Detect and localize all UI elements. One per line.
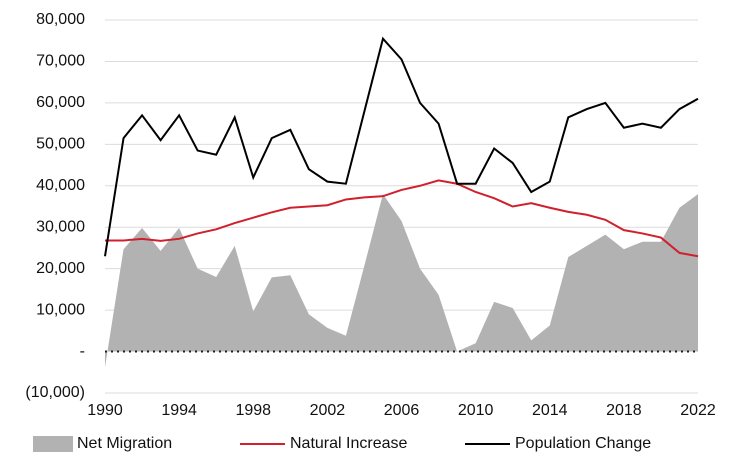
area [105,194,698,368]
x-tick-label: 2014 [532,402,568,419]
y-tick-label: 30,000 [36,218,85,235]
y-tick-label: 70,000 [36,53,85,70]
x-tick-label: 2018 [606,402,642,419]
x-tick-label: 2010 [458,402,494,419]
legend-swatch [33,436,73,452]
y-tick-label: 20,000 [36,260,85,277]
x-tick-label: 1994 [161,402,197,419]
y-tick-label: 40,000 [36,177,85,194]
y-tick-label: 80,000 [36,11,85,28]
line [105,179,699,258]
line [104,36,699,257]
y-tick-label: 10,000 [36,301,85,318]
y-tick-label: 50,000 [36,136,85,153]
y-tick-label: 60,000 [36,94,85,111]
x-tick-label: 1998 [235,402,271,419]
x-tick-label: 2002 [310,402,346,419]
x-tick-label: 2022 [680,402,716,419]
legend-label: Population Change [515,435,651,452]
y-tick-label: - [80,343,85,360]
x-tick-label: 1990 [87,402,123,419]
legend-label: Net Migration [77,435,172,452]
legend-label: Natural Increase [290,435,407,452]
y-tick-label: (10,000) [25,384,85,401]
x-tick-label: 2006 [384,402,420,419]
